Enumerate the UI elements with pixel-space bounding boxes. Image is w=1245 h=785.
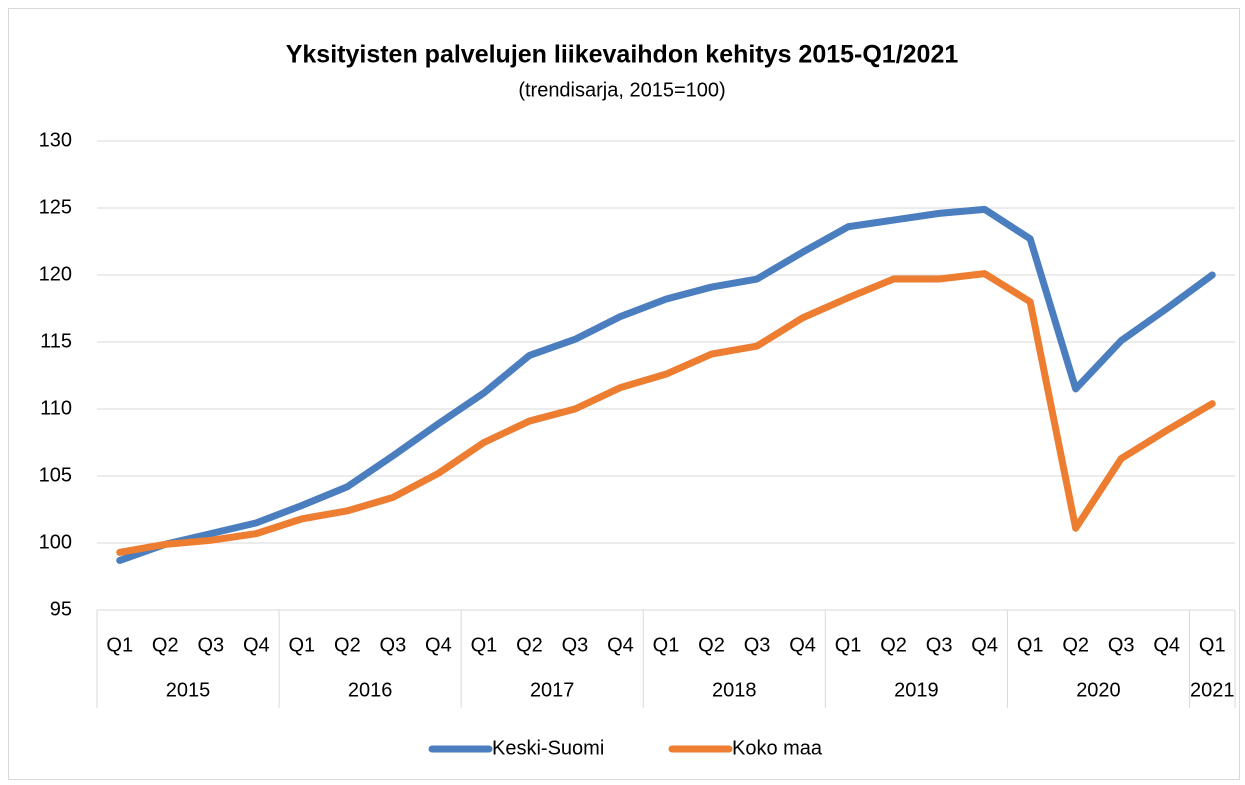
x-tick-label: Q4 bbox=[1153, 634, 1180, 656]
x-tick-label: Q3 bbox=[380, 634, 407, 656]
group-label: 2016 bbox=[348, 679, 393, 701]
y-tick-label: 95 bbox=[50, 598, 72, 620]
x-tick-label: Q4 bbox=[425, 634, 452, 656]
x-tick-label: Q3 bbox=[926, 634, 953, 656]
x-tick-label: Q3 bbox=[1108, 634, 1135, 656]
series-line bbox=[116, 270, 1216, 556]
x-tick-label: Q4 bbox=[607, 634, 634, 656]
x-tick-label: Q1 bbox=[471, 634, 498, 656]
y-tick-label: 100 bbox=[39, 531, 72, 553]
group-label: 2015 bbox=[166, 679, 211, 701]
y-tick-label: 115 bbox=[40, 330, 72, 352]
x-tick-label: Q3 bbox=[562, 634, 589, 656]
y-tick-label: 125 bbox=[39, 196, 72, 218]
x-tick-label: Q1 bbox=[835, 634, 862, 656]
group-label: 2017 bbox=[530, 679, 575, 701]
x-tick-label: Q3 bbox=[197, 634, 224, 656]
x-tick-label: Q2 bbox=[516, 634, 543, 656]
x-tick-label: Q1 bbox=[1199, 634, 1226, 656]
x-tick-label: Q2 bbox=[334, 634, 361, 656]
x-tick-label: Q1 bbox=[653, 634, 680, 656]
chart-frame bbox=[8, 8, 1240, 780]
y-tick-label: 130 bbox=[39, 129, 72, 151]
legend-label: Koko maa bbox=[732, 737, 823, 759]
group-label: 2019 bbox=[894, 679, 939, 701]
x-tick-label: Q4 bbox=[243, 634, 270, 656]
chart-subtitle: (trendisarja, 2015=100) bbox=[518, 79, 725, 101]
x-tick-label: Q4 bbox=[971, 634, 998, 656]
legend-label: Keski-Suomi bbox=[492, 737, 604, 759]
x-tick-label: Q1 bbox=[106, 634, 133, 656]
x-tick-label: Q2 bbox=[698, 634, 725, 656]
x-tick-label: Q2 bbox=[152, 634, 179, 656]
x-tick-label: Q4 bbox=[789, 634, 816, 656]
chart-title: Yksityisten palvelujen liikevaihdon kehi… bbox=[286, 41, 959, 69]
y-tick-label: 110 bbox=[40, 397, 72, 419]
group-label: 2018 bbox=[712, 679, 757, 701]
y-tick-label: 105 bbox=[39, 464, 72, 486]
x-tick-label: Q2 bbox=[880, 634, 907, 656]
group-label: 2020 bbox=[1076, 679, 1121, 701]
group-label: 2021 bbox=[1190, 679, 1235, 701]
y-tick-label: 120 bbox=[39, 263, 72, 285]
series-line bbox=[116, 205, 1216, 564]
x-tick-label: Q1 bbox=[1017, 634, 1044, 656]
x-tick-label: Q1 bbox=[288, 634, 315, 656]
x-tick-label: Q2 bbox=[1062, 634, 1089, 656]
x-tick-label: Q3 bbox=[744, 634, 771, 656]
